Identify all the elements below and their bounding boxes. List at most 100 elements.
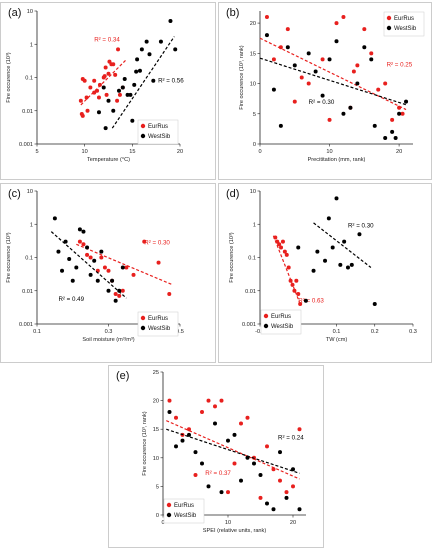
data-point-westsib — [397, 111, 402, 116]
x-tick-label: 15 — [129, 149, 135, 155]
data-point-westsib — [252, 461, 256, 466]
data-point-eurrus — [206, 398, 211, 403]
panel-label: (d) — [226, 188, 239, 200]
data-point-westsib — [120, 85, 125, 90]
data-point-westsib — [56, 249, 61, 254]
data-point-westsib — [120, 265, 125, 270]
data-point-eurrus — [271, 57, 276, 62]
data-point-eurrus — [226, 490, 230, 495]
data-point-eurrus — [104, 92, 109, 97]
data-point-westsib — [144, 39, 149, 44]
data-point-westsib — [330, 245, 335, 250]
y-tick-label: 25 — [153, 370, 159, 376]
legend-label-westsib: WestSib — [148, 134, 171, 140]
x-tick-label: 0 — [258, 149, 261, 155]
data-point-eurrus — [77, 239, 82, 244]
data-point-westsib — [355, 81, 360, 86]
legend-marker-eurrus — [166, 502, 172, 508]
data-point-westsib — [278, 123, 283, 128]
data-point-eurrus — [288, 278, 293, 283]
r2-label-eurrus: R² = 0.37 — [205, 470, 231, 477]
x-axis-label: SPEI (relative units, rank) — [203, 528, 267, 534]
y-tick-label: 10 — [153, 456, 159, 462]
data-point-eurrus — [292, 99, 297, 104]
legend-box — [137, 119, 179, 145]
legend-marker-westsib — [166, 512, 172, 518]
r2-label-westsib: R² = 0.56 — [158, 78, 184, 85]
r2-label-eurrus: R² = 0.25 — [387, 62, 413, 69]
y-tick-label: 0.001 — [19, 142, 33, 148]
legend: EurRus WestSib — [137, 311, 179, 337]
data-point-westsib — [271, 87, 276, 92]
data-point-westsib — [341, 111, 346, 116]
data-point-eurrus — [286, 265, 291, 270]
panel-label: (c) — [8, 188, 21, 200]
data-point-eurrus — [245, 415, 250, 420]
y-tick-label: 5 — [253, 112, 256, 118]
data-point-westsib — [315, 249, 320, 254]
data-point-westsib — [99, 249, 104, 254]
data-point-eurrus — [102, 74, 107, 79]
legend-label-westsib: WestSib — [394, 26, 417, 32]
y-axis-label: Fire occurence (10³) — [6, 232, 12, 282]
data-point-westsib — [110, 278, 115, 283]
chart-panel-1: 5 10 15 20 0.001 0.01 0.1 1 10 Temperature (°C) Fi… — [0, 2, 216, 180]
data-point-westsib — [404, 99, 409, 104]
y-tick-label: 0.001 — [19, 322, 33, 328]
legend-marker-westsib — [140, 325, 146, 331]
data-point-eurrus — [278, 478, 282, 483]
legend: EurRus WestSib — [137, 119, 179, 145]
data-point-eurrus — [280, 239, 285, 244]
data-point-eurrus — [97, 82, 102, 87]
data-point-eurrus — [282, 249, 287, 254]
data-point-westsib — [92, 258, 97, 263]
data-point-westsib — [342, 239, 347, 244]
data-point-westsib — [101, 85, 106, 90]
data-point-eurrus — [117, 92, 122, 97]
x-tick-label: 0.3 — [409, 329, 417, 335]
y-tick-label: 0.1 — [248, 256, 256, 262]
y-tick-label: 20 — [153, 399, 159, 405]
data-point-westsib — [137, 68, 142, 73]
chart-panel-2: 0 10 20 0 5 10 15 20 Precititation (mm, rank) Fir… — [218, 2, 432, 180]
x-tick-label: 10 — [225, 520, 231, 526]
x-tick-label: 5 — [35, 149, 38, 155]
x-axis-label: TW (cm) — [326, 337, 348, 343]
trend-line-westsib — [313, 222, 372, 268]
data-point-westsib — [326, 216, 331, 221]
data-point-westsib — [132, 82, 137, 87]
data-point-westsib — [106, 288, 111, 293]
data-point-eurrus — [284, 490, 289, 495]
r2-label-westsib: R² = 0.24 — [278, 434, 304, 441]
data-point-westsib — [74, 265, 79, 270]
x-tick-label: 0.5 — [176, 329, 184, 335]
trend-line-westsib — [50, 231, 127, 299]
data-point-eurrus — [103, 65, 108, 70]
data-point-eurrus — [277, 242, 282, 247]
x-tick-label: 10 — [82, 149, 88, 155]
data-point-westsib — [200, 461, 204, 466]
data-point-eurrus — [297, 427, 302, 432]
x-tick-label: 0 — [161, 520, 164, 526]
data-point-eurrus — [106, 268, 111, 273]
data-point-westsib — [158, 39, 163, 44]
chart-panel-3: 0.1 0.3 0.5 0.001 0.01 0.1 1 10 Soil moisture (m… — [0, 183, 216, 363]
data-point-eurrus — [156, 260, 161, 265]
data-point-westsib — [320, 93, 325, 98]
data-point-eurrus — [120, 288, 125, 293]
data-point-westsib — [213, 421, 217, 426]
legend-label-eurrus: EurRus — [271, 314, 291, 320]
x-tick-label: 0.1 — [33, 329, 41, 335]
y-tick-label: 10 — [250, 189, 256, 195]
y-axis-label: Fire occurence (10³) — [6, 52, 12, 102]
legend-box — [383, 11, 425, 37]
data-point-eurrus — [167, 398, 172, 403]
data-point-eurrus — [400, 111, 405, 116]
data-point-eurrus — [85, 252, 90, 257]
legend-label-westsib: WestSib — [271, 324, 294, 330]
data-point-westsib — [323, 258, 328, 263]
x-tick-label: 10 — [326, 149, 332, 155]
data-point-westsib — [265, 501, 269, 506]
legend-box — [163, 498, 205, 524]
data-point-westsib — [297, 507, 302, 512]
